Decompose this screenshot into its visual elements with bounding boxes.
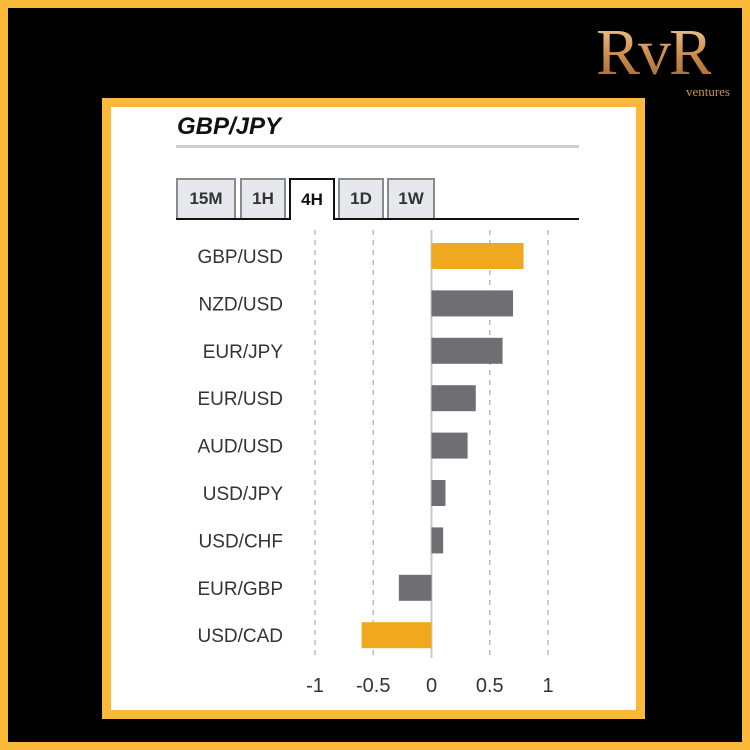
tab-1d[interactable]: 1D bbox=[338, 178, 384, 218]
category-label: NZD/USD bbox=[199, 294, 283, 315]
timeframe-tabs: 15M 1H 4H 1D 1W bbox=[176, 178, 579, 220]
bar-usd-jpy bbox=[431, 480, 446, 506]
bar-nzd-usd bbox=[431, 290, 514, 317]
x-tick-label: 0.5 bbox=[476, 675, 504, 697]
tab-1w[interactable]: 1W bbox=[387, 178, 435, 218]
x-tick-label: 1 bbox=[542, 675, 553, 697]
category-label: EUR/JPY bbox=[203, 342, 284, 363]
bar-aud-usd bbox=[431, 432, 468, 459]
bar-eur-usd bbox=[431, 385, 476, 412]
category-label: EUR/GBP bbox=[197, 579, 283, 600]
category-label: AUD/USD bbox=[197, 437, 283, 458]
bar-usd-chf bbox=[431, 527, 444, 554]
x-tick-label: -1 bbox=[306, 675, 324, 697]
tab-1h[interactable]: 1H bbox=[240, 178, 286, 218]
page-title: GBP/JPY bbox=[177, 113, 282, 140]
tab-15m[interactable]: 15M bbox=[176, 178, 236, 218]
category-label: USD/JPY bbox=[203, 484, 284, 505]
tabs-baseline bbox=[176, 218, 579, 220]
bar-gbp-usd bbox=[431, 243, 524, 269]
brand-logo: RvR ventures bbox=[596, 18, 736, 100]
title-divider bbox=[176, 145, 579, 148]
bar-eur-gbp bbox=[398, 574, 432, 601]
tab-4h[interactable]: 4H bbox=[289, 178, 335, 220]
category-label: USD/CHF bbox=[199, 531, 283, 552]
bar-eur-jpy bbox=[431, 337, 503, 364]
category-label: EUR/USD bbox=[197, 389, 283, 410]
x-tick-label: 0 bbox=[426, 675, 437, 697]
bar-usd-cad bbox=[361, 622, 432, 649]
category-label: USD/CAD bbox=[197, 626, 283, 647]
logo-wordmark: RvR bbox=[596, 16, 713, 89]
x-tick-label: -0.5 bbox=[356, 675, 390, 697]
category-label: GBP/USD bbox=[197, 247, 283, 268]
logo-subtext: ventures bbox=[685, 84, 730, 99]
